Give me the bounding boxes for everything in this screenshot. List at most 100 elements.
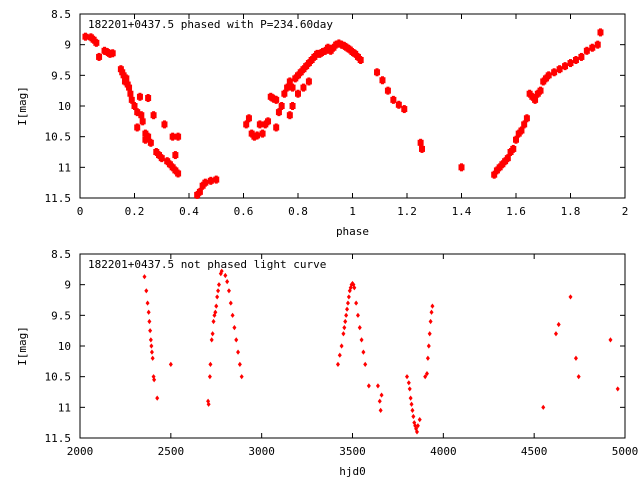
x-tick-label: 4000 (430, 445, 457, 458)
y-tick-label: 9.5 (51, 69, 71, 82)
chart-title: 182201+0437.5 not phased light curve (88, 258, 326, 271)
data-point-cross (282, 89, 286, 98)
data-point (409, 401, 414, 407)
data-point (207, 374, 212, 380)
data-point-cross (380, 76, 384, 85)
y-axis-title: I[mag] (16, 326, 29, 366)
data-point (339, 343, 344, 349)
data-point-cross (356, 52, 360, 61)
data-point-cross (329, 46, 333, 55)
y-tick-label: 8.5 (51, 8, 71, 21)
data-point-cross (274, 95, 278, 104)
data-point-cross (266, 117, 270, 126)
x-tick-label: 0.8 (288, 205, 308, 218)
data-point-cross (97, 52, 101, 61)
data-point (215, 294, 220, 300)
data-point (210, 331, 215, 337)
x-tick-label: 0 (77, 205, 84, 218)
data-point-cross (530, 92, 534, 101)
data-point (553, 331, 558, 337)
data-point (357, 325, 362, 331)
data-point-cross (541, 77, 545, 86)
x-tick-label: 1.4 (452, 205, 472, 218)
data-point (410, 407, 415, 413)
data-point (541, 404, 546, 410)
data-point-cross (171, 163, 175, 172)
data-point (430, 303, 435, 309)
data-point (343, 318, 348, 325)
data-point-cross (127, 83, 131, 92)
data-point-cross (92, 35, 96, 44)
y-tick-label: 10 (58, 340, 71, 353)
data-point-cross (519, 126, 523, 135)
x-tick-label: 0.4 (179, 205, 199, 218)
data-point-cross (176, 132, 180, 141)
data-point-cross (138, 92, 142, 101)
data-point-cross (310, 56, 314, 64)
data-point (363, 361, 368, 367)
data-point-cross (506, 154, 510, 163)
data-point-cross (304, 62, 308, 71)
data-point-cross (146, 94, 150, 103)
data-point-cross (157, 151, 161, 160)
data-point-cross (285, 83, 289, 92)
y-tick-label: 8.5 (51, 248, 71, 261)
data-point-cross (250, 129, 254, 138)
x-axis-title: hjd0 (339, 465, 366, 478)
data-point-cross (307, 77, 311, 86)
data-point (346, 294, 351, 300)
data-point-cross (301, 83, 305, 92)
x-tick-label: 0.6 (234, 205, 254, 218)
data-point-cross (386, 86, 390, 95)
y-tick-label: 11 (58, 401, 71, 414)
data-point-cross (503, 157, 507, 166)
data-point (236, 349, 241, 355)
data-point-cross (124, 74, 128, 83)
data-point-cross (596, 40, 600, 49)
data-point (206, 401, 211, 407)
data-point (576, 374, 581, 380)
data-point (212, 312, 217, 318)
data-point-cross (154, 148, 158, 156)
data-point-cross (590, 43, 594, 52)
data-point-cross (160, 154, 164, 163)
data-point (361, 349, 366, 355)
data-point (344, 312, 349, 318)
data-point (429, 309, 434, 315)
data-point (213, 309, 218, 315)
data-point-cross (171, 132, 175, 141)
data-point-cross (579, 52, 583, 61)
data-point (573, 355, 578, 361)
data-point-cross (547, 71, 551, 80)
data-point-cross (201, 181, 205, 190)
data-point-cross (296, 71, 300, 80)
data-point (152, 377, 157, 383)
data-point-cross (274, 123, 278, 132)
data-point-cross (598, 28, 602, 37)
data-point-cross (402, 105, 406, 114)
data-point-cross (176, 169, 180, 178)
data-point-cross (83, 32, 87, 41)
data-point-cross (397, 100, 401, 109)
data-point-cross (263, 120, 267, 129)
data-point (359, 337, 364, 343)
data-point-cross (291, 83, 295, 92)
data-point (427, 331, 432, 337)
y-tick-label: 9.5 (51, 309, 71, 322)
data-point (151, 374, 156, 380)
data-point (226, 288, 231, 294)
data-point-cross (244, 120, 248, 129)
data-point-cross (533, 95, 537, 104)
x-tick-label: 2000 (67, 445, 94, 458)
data-point (568, 294, 573, 300)
data-point-cross (419, 138, 423, 147)
data-point-cross (258, 120, 262, 129)
data-point-cross (122, 71, 126, 80)
x-tick-label: 4500 (521, 445, 548, 458)
data-point (377, 398, 382, 404)
data-point-cross (293, 74, 297, 83)
data-point (335, 361, 340, 367)
data-point-cross (168, 160, 172, 169)
data-point-cross (261, 129, 265, 138)
data-point-cross (280, 102, 284, 110)
